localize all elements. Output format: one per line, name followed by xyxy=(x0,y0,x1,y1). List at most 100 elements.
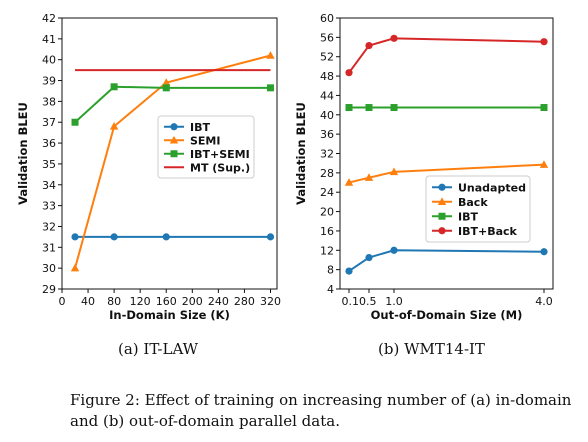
chart-b-ytick-label: 20 xyxy=(320,206,334,219)
chart-b-series-2-point xyxy=(345,104,353,112)
chart-b-series-2-point xyxy=(540,104,548,112)
chart-b-ytick-label: 36 xyxy=(320,128,334,141)
chart-b-series-1-point xyxy=(539,160,549,168)
chart-b-series-0-point xyxy=(540,248,548,256)
chart-a-legend-marker xyxy=(169,135,179,144)
chart-a-series-1 xyxy=(70,51,275,272)
chart-b-xtick-label: 1.0 xyxy=(385,295,403,308)
chart-a-plot-frame xyxy=(61,17,278,290)
chart-b-series-3 xyxy=(345,34,548,77)
chart-b-series-0-line xyxy=(348,249,545,272)
chart-a-series-1-point xyxy=(162,78,171,86)
chart-b-ytick-label: 60 xyxy=(320,12,334,25)
chart-a-xtick-label: 240 xyxy=(208,295,229,308)
chart-a-ytick-label: 34 xyxy=(42,179,56,192)
chart-b-legend-marker xyxy=(438,183,446,191)
chart-b-series-1-line xyxy=(348,163,545,184)
chart-a-ytick-label: 40 xyxy=(42,54,56,67)
chart-b-series-1-point xyxy=(364,173,374,181)
chart-b-series-0 xyxy=(345,246,548,275)
chart-a-xtick-label: 320 xyxy=(260,295,281,308)
chart-b-ytick-label: 28 xyxy=(320,167,334,180)
chart-a-ytick-label: 29 xyxy=(42,283,56,296)
chart-b-series-3-point xyxy=(540,38,548,46)
chart-a-legend-label: IBT+SEMI xyxy=(190,148,250,161)
chart-b-ytick-label: 24 xyxy=(320,186,334,199)
chart-a-ytick-label: 39 xyxy=(42,75,56,88)
chart-a-series-0-point xyxy=(110,233,118,241)
chart-a-series-2-line xyxy=(74,85,271,123)
chart-a-x-axis-label: In-Domain Size (K) xyxy=(109,308,230,322)
figure-caption: Figure 2: Effect of training on increasi… xyxy=(70,391,572,430)
chart-b-legend-label: Back xyxy=(458,196,488,209)
chart-b-series-2 xyxy=(345,104,548,112)
chart-b-series-0-point xyxy=(345,267,353,275)
chart-a-series-0-point xyxy=(162,233,170,241)
chart-a-ytick-label: 41 xyxy=(42,33,56,46)
chart-a-ytick-label: 36 xyxy=(42,137,56,150)
chart-b-plot-frame xyxy=(339,17,554,290)
chart-b-series-1 xyxy=(344,160,549,186)
chart-b-ytick-label: 40 xyxy=(320,109,334,122)
chart-a-series-0-point xyxy=(71,233,79,241)
chart-b-ytick-label: 16 xyxy=(320,225,334,238)
chart-b-legend-label: IBT+Back xyxy=(458,225,518,238)
chart-a: 29 30 31 32 33 34 35 36 37 38 39 40 41 42 0 40 80 120 160 2… xyxy=(16,12,281,322)
chart-a-series-2-point xyxy=(162,84,170,92)
chart-b-ytick-label: 12 xyxy=(320,244,334,257)
chart-a-y-axis-label: Validation BLEU xyxy=(16,102,30,205)
chart-b-ytick-label: 32 xyxy=(320,148,334,161)
chart-a-series-0 xyxy=(71,233,275,241)
chart-b-y-axis-label: Validation BLEU xyxy=(294,102,308,205)
chart-b-x-axis-label: Out-of-Domain Size (M) xyxy=(371,308,523,322)
chart-a-legend-marker xyxy=(170,150,178,158)
chart-a-xtick-label: 40 xyxy=(81,295,95,308)
chart-b-legend-label: Unadapted xyxy=(458,181,526,194)
chart-a-legend-label: IBT xyxy=(190,121,210,134)
chart-b-legend-box xyxy=(425,175,531,243)
chart-a-xtick-label: 280 xyxy=(234,295,255,308)
chart-a-series-2-point xyxy=(110,83,118,91)
chart-b-series-0-point xyxy=(365,253,373,262)
chart-a-ytick-label: 30 xyxy=(42,262,56,275)
chart-b-ytick-label: 4 xyxy=(327,283,334,296)
chart-b-series-1-point xyxy=(389,167,399,176)
chart-b-series-0-point xyxy=(390,246,398,254)
chart-a-series-0-point xyxy=(266,233,275,241)
chart-a-legend-label: MT (Sup.) xyxy=(190,161,250,174)
chart-a-series-1-point xyxy=(266,51,275,59)
chart-a-ytick-label: 42 xyxy=(42,12,56,25)
chart-b-series-3-point xyxy=(390,34,398,42)
chart-b-ytick-label: 52 xyxy=(320,51,334,64)
chart-a-xtick-label: 80 xyxy=(107,295,121,308)
chart-a-xtick-label: 0 xyxy=(59,295,66,308)
chart-b-xtick-label: 4.0 xyxy=(535,295,553,308)
chart-b-ytick-label: 44 xyxy=(320,89,334,102)
subcaption-b: (b) WMT14-IT xyxy=(378,340,485,358)
chart-b-xtick-label: 0.10.5 xyxy=(342,295,377,308)
chart-a-ytick-label: 33 xyxy=(42,200,56,213)
subcaption-a: (a) IT-LAW xyxy=(118,340,199,358)
chart-a-series-1-point xyxy=(109,122,119,130)
chart-b-series-3-point xyxy=(345,69,353,77)
chart-a-ytick-label: 31 xyxy=(42,241,56,254)
chart-a-legend-marker xyxy=(170,123,178,131)
chart-b-series-1-point xyxy=(344,178,354,186)
chart-a-series-2-point xyxy=(266,84,274,92)
chart-a-ytick-label: 38 xyxy=(42,95,56,108)
chart-b-legend-marker xyxy=(438,227,446,235)
chart-a-legend-box xyxy=(157,115,255,179)
chart-a-series-1-line xyxy=(74,54,271,269)
chart-a-series-1-point xyxy=(70,263,80,272)
chart-a-xtick-label: 120 xyxy=(130,295,151,308)
chart-b-series-3-line xyxy=(348,37,545,74)
chart-a-series-2 xyxy=(71,83,274,126)
chart-a-series-2-point xyxy=(71,118,79,126)
chart-a-xtick-label: 160 xyxy=(156,295,177,308)
chart-b-legend-label: IBT xyxy=(458,210,478,223)
chart-a-xtick-label: 200 xyxy=(182,295,203,308)
